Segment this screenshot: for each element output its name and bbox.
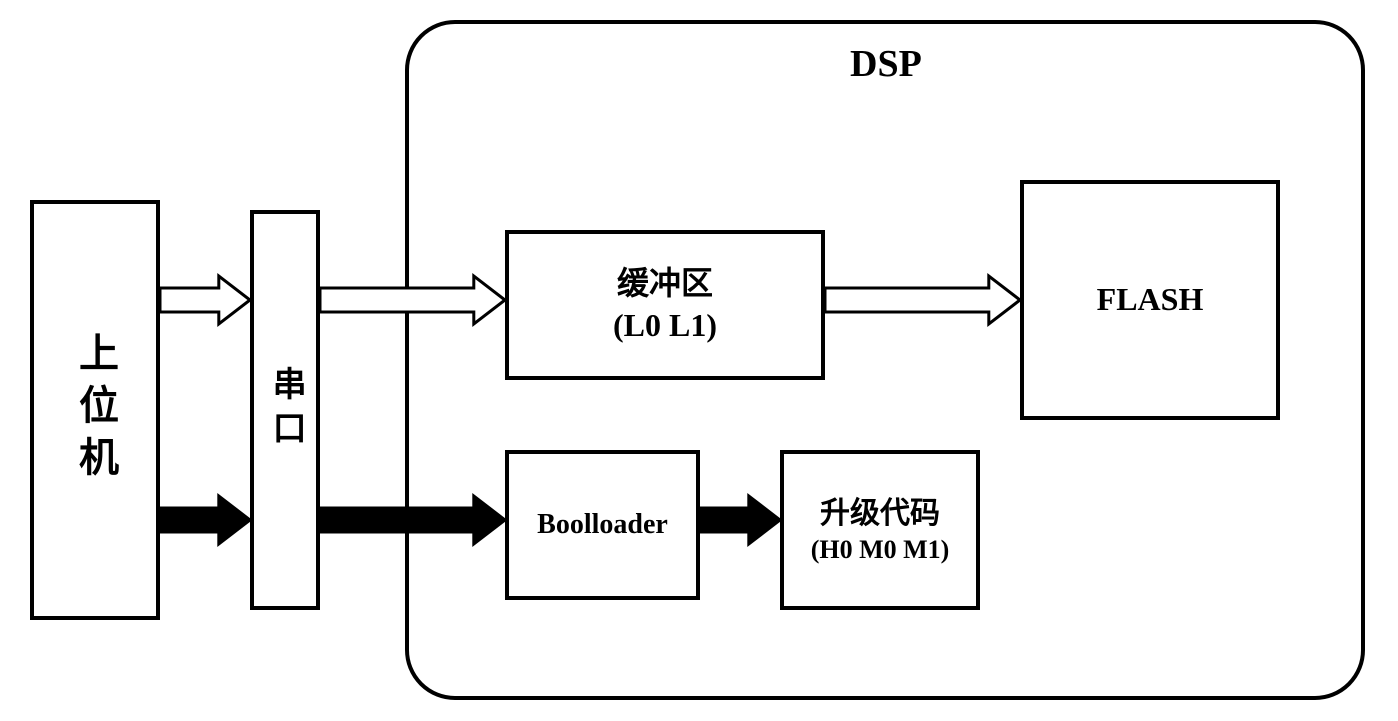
- serial-to-boot-solid: [320, 496, 505, 544]
- host-to-serial-solid: [160, 496, 250, 544]
- buffer-to-flash-hollow: [825, 276, 1020, 324]
- host-to-serial-hollow: [160, 276, 250, 324]
- serial-to-buffer-hollow: [320, 276, 505, 324]
- boot-to-upgrade-solid: [700, 496, 780, 544]
- arrows-layer: [0, 0, 1398, 721]
